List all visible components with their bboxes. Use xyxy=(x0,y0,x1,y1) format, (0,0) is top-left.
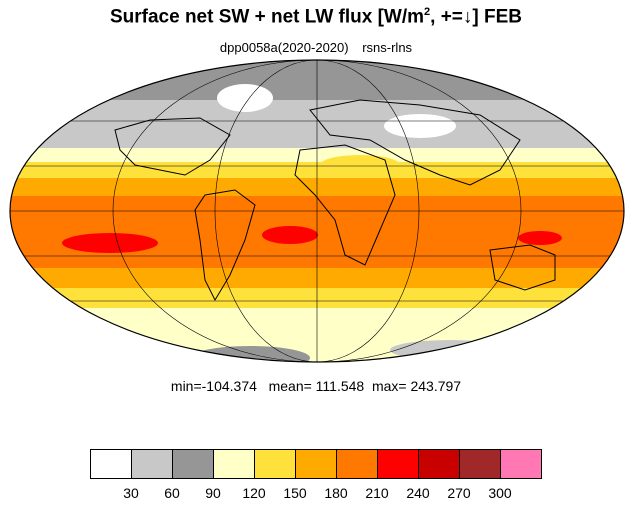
band-south-mid xyxy=(10,288,624,308)
colorbar-tick: 300 xyxy=(488,485,512,501)
colorbar-box-4 xyxy=(254,449,296,479)
colorbar-box-5 xyxy=(295,449,337,479)
colorbar-tick: 150 xyxy=(283,485,307,501)
colorbar-box-1 xyxy=(131,449,173,479)
colorbar-box-3 xyxy=(213,449,255,479)
band-north-sub xyxy=(10,148,624,162)
colorbar-tick: 90 xyxy=(205,485,221,501)
colorbar-box-8 xyxy=(418,449,460,479)
antarctica-patch-e xyxy=(390,340,510,360)
colorbar-box-7 xyxy=(377,449,419,479)
max-patch-indian xyxy=(518,231,562,245)
colorbar-tick: 60 xyxy=(164,485,180,501)
north-america-outline xyxy=(114,117,231,176)
colorbar xyxy=(90,449,542,479)
colorbar-tick: 270 xyxy=(447,485,471,501)
colorbar-box-0 xyxy=(90,449,132,479)
band-south-sub xyxy=(10,268,624,288)
max-patch-atlantic xyxy=(262,226,318,244)
eurasia-outline xyxy=(309,99,521,186)
colorbar-tick: 180 xyxy=(324,485,348,501)
sahara-patch xyxy=(320,155,400,175)
map-subtitle: dpp0058a(2020-2020) rsns-rlns xyxy=(0,40,632,55)
greenland-patch xyxy=(217,84,273,112)
band-north-trop xyxy=(10,162,624,178)
band-southern-ocean xyxy=(10,308,624,332)
colorbar-ticks: 30 60 90 120 150 180 210 240 270 300 xyxy=(0,485,632,503)
variable-label: rsns-rlns xyxy=(362,40,413,55)
map-border xyxy=(9,59,625,363)
graticule xyxy=(10,60,624,362)
colorbar-tick: 240 xyxy=(406,485,430,501)
colorbar-box-10 xyxy=(500,449,542,479)
colorbar-box-2 xyxy=(172,449,214,479)
colorbar-tick: 210 xyxy=(365,485,389,501)
colorbar-tick: 120 xyxy=(242,485,266,501)
south-america-outline xyxy=(194,189,256,302)
colorbar-tick: 30 xyxy=(123,485,139,501)
band-arctic xyxy=(10,60,624,100)
stats-line: min=-104.374 mean= 111.548 max= 243.797 xyxy=(170,378,462,394)
max-patch-pacific xyxy=(62,233,158,253)
colorbar-box-6 xyxy=(336,449,378,479)
band-equator-n xyxy=(10,178,624,196)
siberia-patch xyxy=(384,114,456,138)
map-title: Surface net SW + net LW flux [W/m2, +=↓]… xyxy=(109,6,523,28)
africa-outline xyxy=(294,144,396,266)
colorbar-box-9 xyxy=(459,449,501,479)
band-antarctic-margin xyxy=(10,332,624,362)
run-label: dpp0058a(2020-2020) xyxy=(219,40,349,55)
australia-outline xyxy=(489,244,556,291)
